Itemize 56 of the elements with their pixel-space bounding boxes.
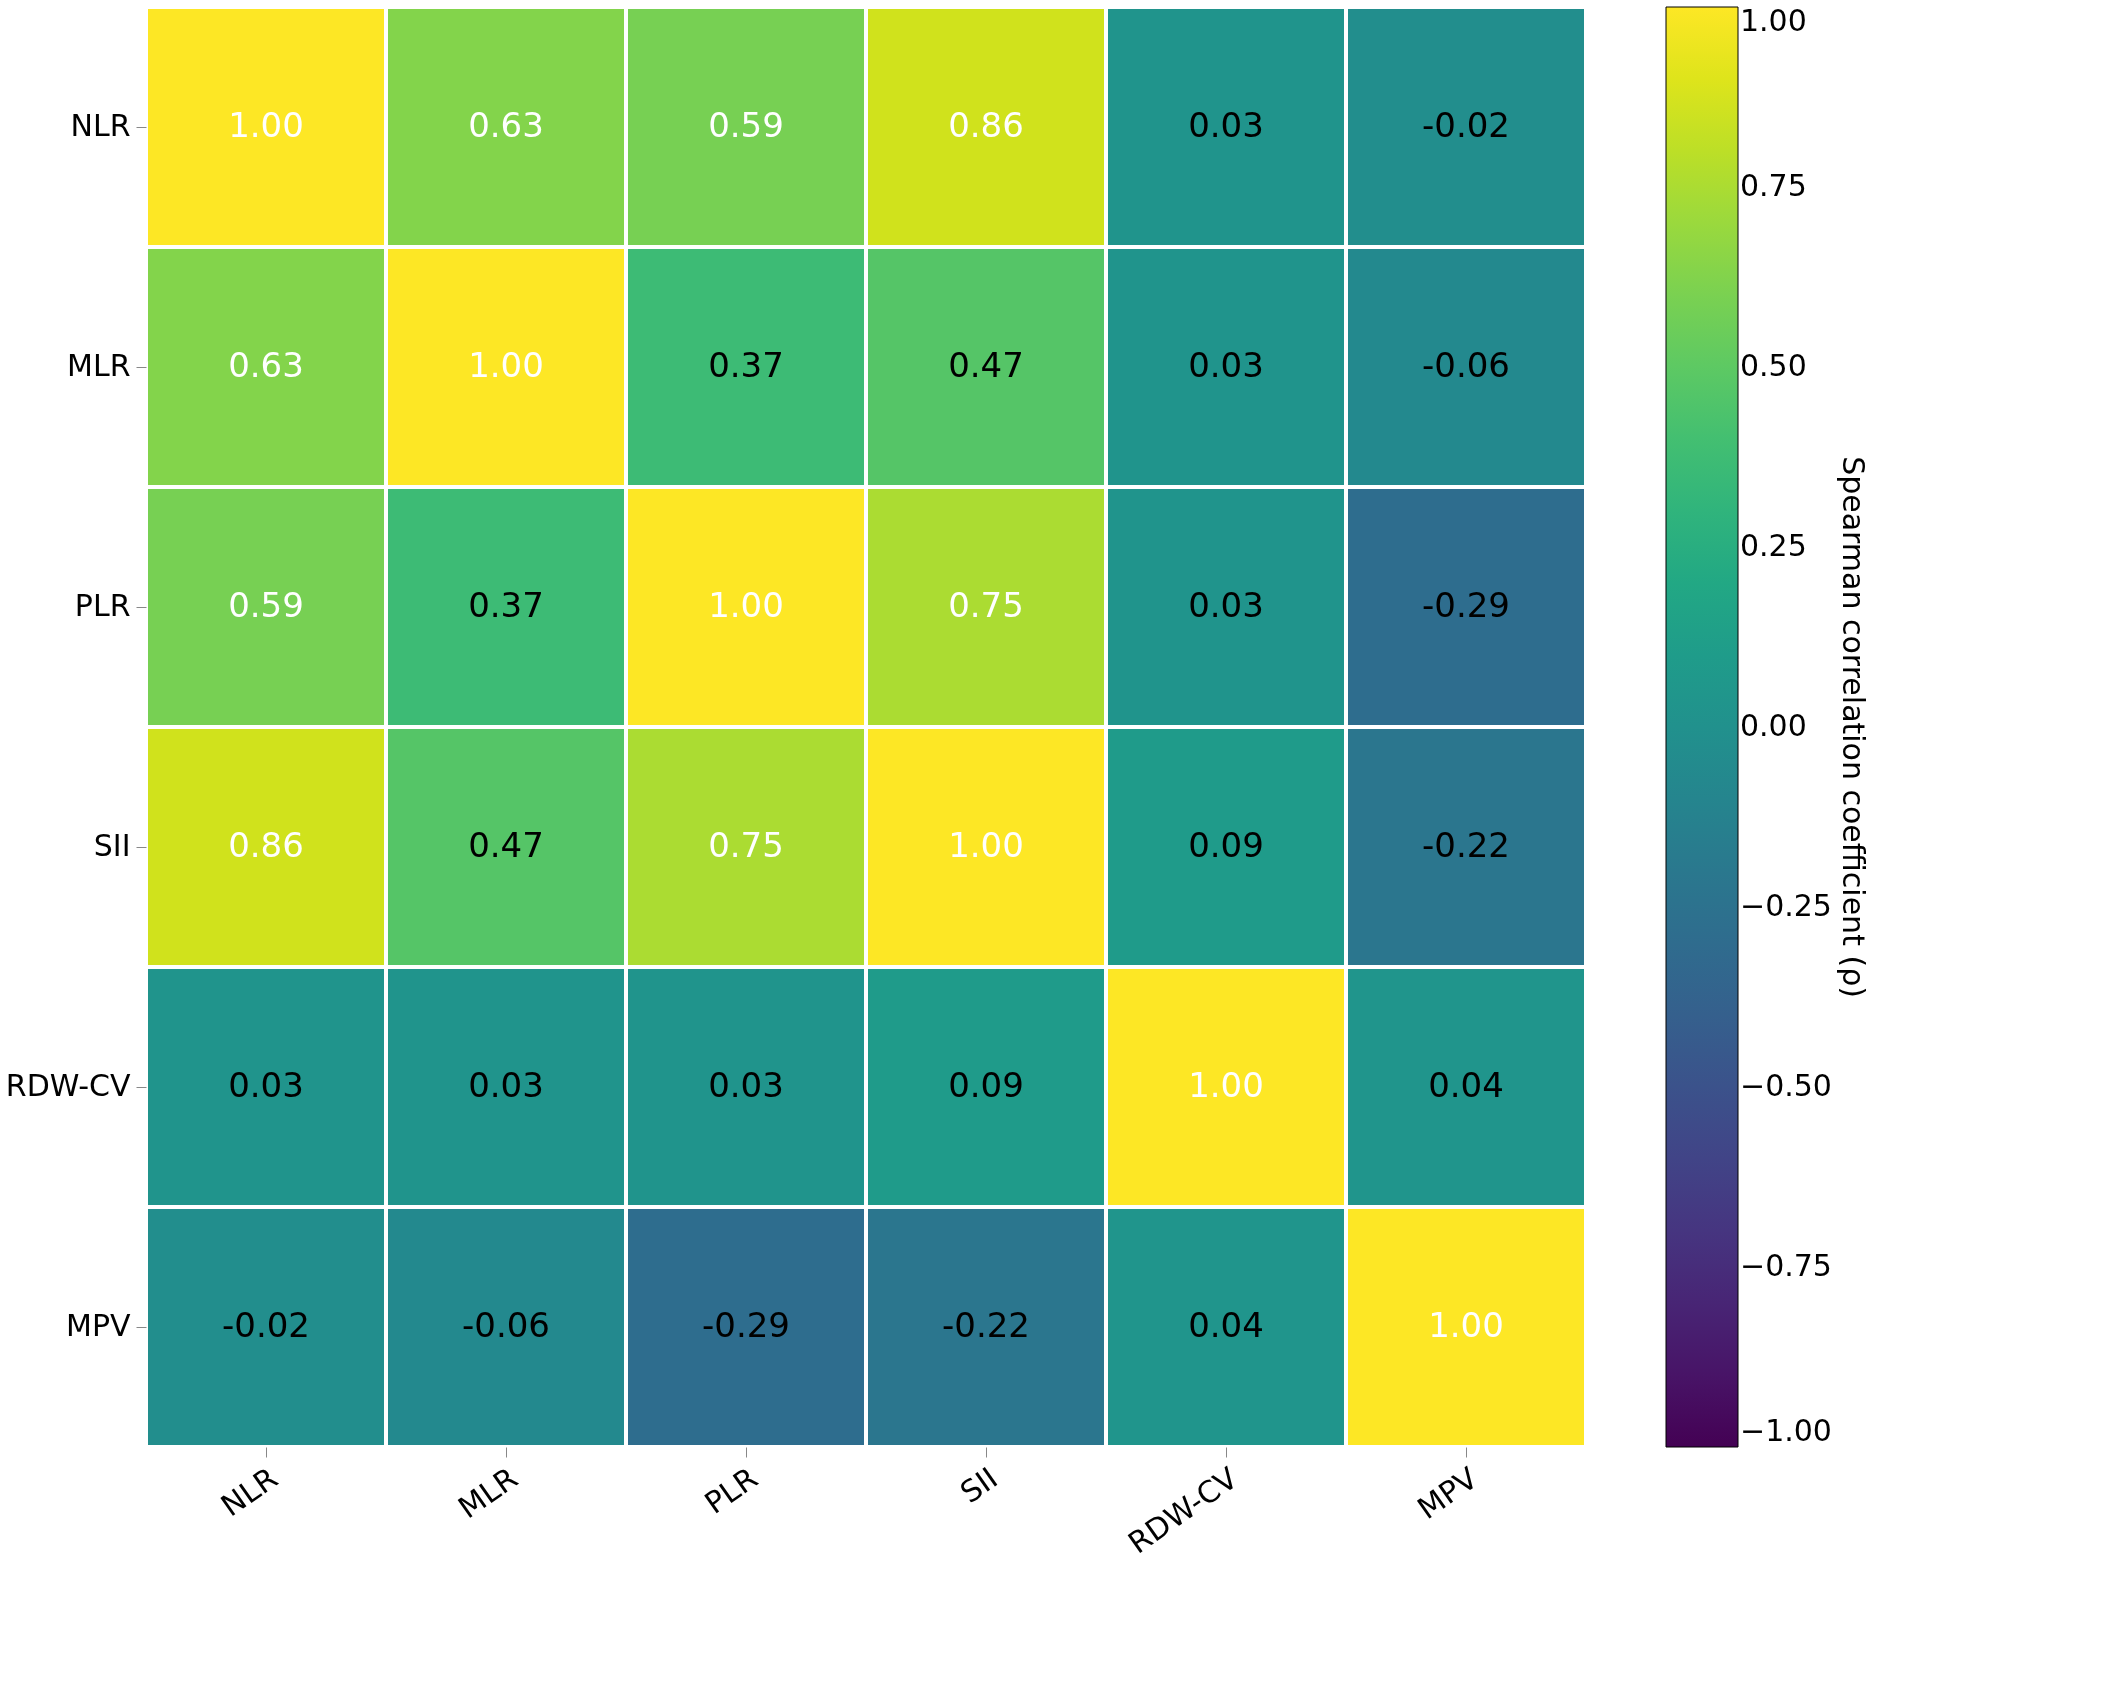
data-label: 0.47	[468, 825, 544, 865]
data-label: 1.00	[468, 345, 544, 385]
data-label: 1.00	[1188, 1065, 1264, 1105]
data-label: -0.02	[222, 1305, 310, 1345]
data-label: 1.00	[948, 825, 1024, 865]
data-label: -0.06	[1422, 345, 1510, 385]
color-bar-label: 0.50	[1740, 348, 1807, 383]
data-label: 0.09	[948, 1065, 1024, 1105]
data-label: 0.63	[228, 345, 304, 385]
color-bar-label: −0.50	[1740, 1068, 1832, 1103]
color-bar-label: 0.25	[1740, 528, 1807, 563]
data-label: 0.37	[708, 345, 784, 385]
data-label: -0.06	[462, 1305, 550, 1345]
data-label: 0.59	[708, 105, 784, 145]
color-bar-label: 0.75	[1740, 168, 1807, 203]
data-label: 0.75	[708, 825, 784, 865]
data-label: 1.00	[228, 105, 304, 145]
data-label: 1.00	[1428, 1305, 1504, 1345]
color-bar-label: −0.25	[1740, 888, 1832, 923]
y-tick-label: NLR	[70, 108, 131, 143]
data-label: 0.03	[468, 1065, 544, 1105]
data-label: -0.29	[1422, 585, 1510, 625]
data-label: 0.37	[468, 585, 544, 625]
y-tick-label: MLR	[67, 348, 131, 383]
color-bar-label: −0.75	[1740, 1248, 1832, 1283]
color-bar-label: 0.00	[1740, 708, 1807, 743]
x-tick-label: MLR	[451, 1460, 524, 1526]
x-tick-label: NLR	[214, 1460, 284, 1524]
color-bar-label: 1.00	[1740, 3, 1807, 38]
data-label: 1.00	[708, 585, 784, 625]
data-label: 0.03	[1188, 345, 1264, 385]
x-tick-label: PLR	[698, 1460, 764, 1521]
data-label: 0.03	[1188, 105, 1264, 145]
data-label: -0.22	[1422, 825, 1510, 865]
data-label: -0.22	[942, 1305, 1030, 1345]
y-tick-label: SII	[93, 828, 131, 863]
data-label: 0.86	[948, 105, 1024, 145]
data-label: -0.02	[1422, 105, 1510, 145]
data-label: 0.09	[1188, 825, 1264, 865]
data-label: 0.63	[468, 105, 544, 145]
data-label: 0.03	[228, 1065, 304, 1105]
data-label: 0.59	[228, 585, 304, 625]
color-bar-label: −1.00	[1740, 1413, 1832, 1448]
y-tick-label: PLR	[74, 588, 131, 623]
x-tick-label: SII	[953, 1460, 1004, 1510]
data-label: 0.47	[948, 345, 1024, 385]
data-label: 0.03	[1188, 585, 1264, 625]
data-label: 0.04	[1188, 1305, 1264, 1345]
data-label: 0.86	[228, 825, 304, 865]
data-label: 0.03	[708, 1065, 784, 1105]
color-bar-title: Spearman correlation coefficient (ρ)	[1836, 456, 1871, 998]
data-label: 0.04	[1428, 1065, 1504, 1105]
y-tick-label: RDW-CV	[5, 1068, 131, 1103]
data-label: 0.75	[948, 585, 1024, 625]
y-tick-label: MPV	[66, 1308, 131, 1343]
data-label: -0.29	[702, 1305, 790, 1345]
